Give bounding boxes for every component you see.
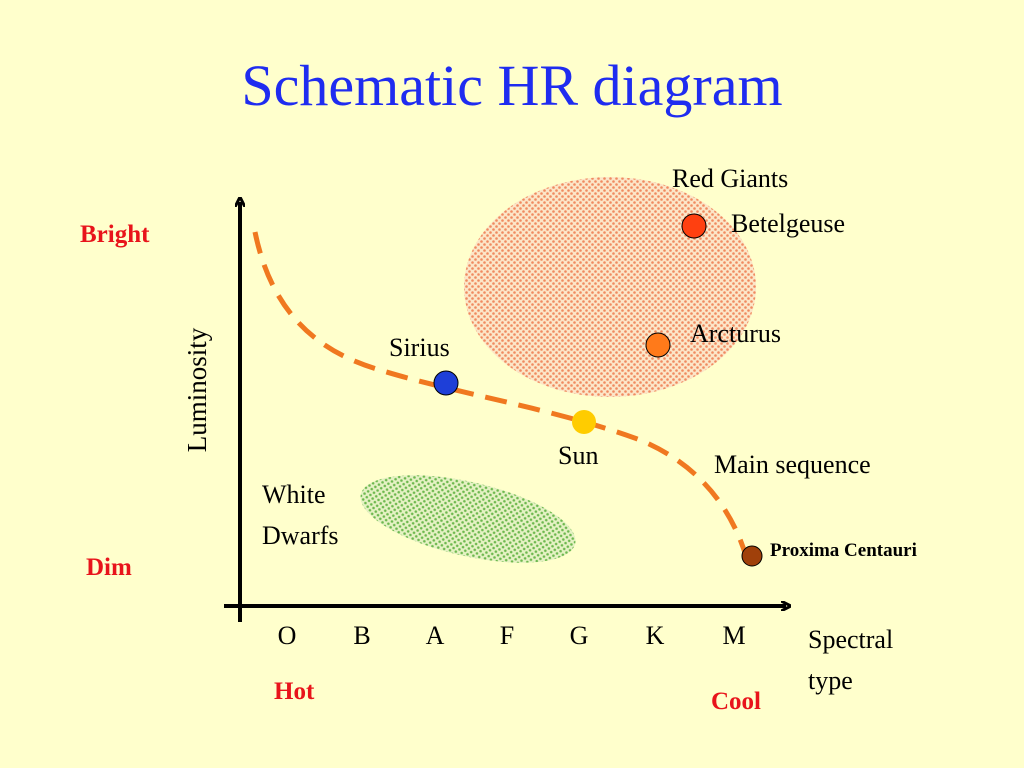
x-axis-label-line1: Spectral [808,625,893,654]
spectral-type-k: K [646,621,665,650]
spectral-type-g: G [570,621,589,650]
sun-label: Sun [558,441,598,470]
proxima-label: Proxima Centauri [770,540,917,561]
betelgeuse-label: Betelgeuse [731,209,845,238]
main-sequence-label: Main sequence [714,450,871,479]
arcturus-label: Arcturus [690,319,781,348]
dim-label: Dim [86,554,132,581]
betelgeuse-star [681,213,707,239]
spectral-type-a: A [426,621,445,650]
red-giants-region [464,177,756,397]
sun-star [572,410,596,434]
spectral-type-f: F [500,621,514,650]
sirius-star [433,370,459,396]
spectral-type-labels: O B A F G K M [278,621,746,650]
main-sequence-curve [252,231,753,571]
hot-label: Hot [274,678,315,705]
spectral-type-m: M [722,621,745,650]
sirius-label: Sirius [389,333,450,362]
spectral-type-b: B [353,621,370,650]
bright-label: Bright [80,221,150,248]
red-giants-label: Red Giants [672,164,788,193]
white-dwarfs-label-line1: White [262,480,326,509]
proxima-star [741,545,763,567]
y-axis-label: Luminosity [182,327,212,452]
arcturus-star [645,332,671,358]
white-dwarfs-label-line2: Dwarfs [262,521,339,550]
white-dwarfs-region [360,475,576,563]
spectral-type-o: O [278,621,297,650]
x-axis-label-line2: type [808,666,853,695]
cool-label: Cool [711,688,761,715]
slide-title: Schematic HR diagram [241,53,783,118]
